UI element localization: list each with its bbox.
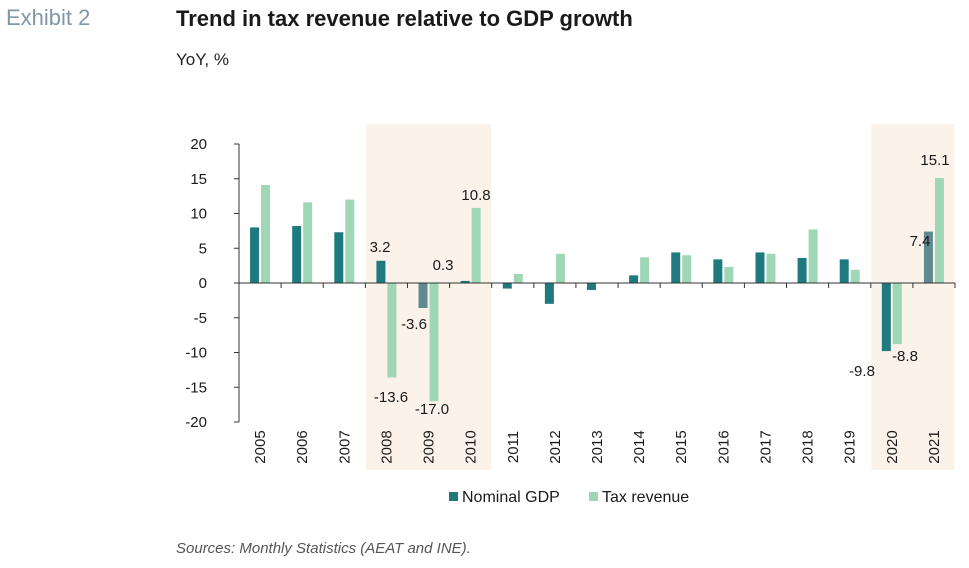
bar-tax-revenue-2017 — [766, 253, 776, 283]
x-tick-label: 2005 — [252, 430, 269, 463]
legend-nominal-gdp-swatch — [449, 492, 458, 501]
bar-nominal-gdp-2005 — [250, 227, 260, 283]
bar-nominal-gdp-2013 — [587, 283, 596, 290]
exhibit-label: Exhibit 2 — [6, 5, 91, 30]
data-label-2009-tax-revenue: -17.0 — [415, 401, 449, 418]
bar-tax-revenue-2011 — [513, 273, 523, 283]
data-label-2020-nominal-gdp: -9.8 — [849, 363, 875, 380]
bar-tax-revenue-2006 — [303, 202, 313, 283]
data-label-2021-nominal-gdp: 7.4 — [910, 233, 931, 250]
y-tick-label: 15 — [190, 171, 207, 188]
x-tick-label: 2017 — [757, 430, 774, 463]
bar-nominal-gdp-2011 — [502, 283, 512, 289]
x-tick-label: 2006 — [294, 430, 311, 463]
bar-nominal-gdp-2006 — [292, 226, 302, 283]
bar-tax-revenue-2021 — [934, 178, 944, 283]
legend: Nominal GDP Tax revenue — [449, 489, 689, 506]
data-label-2008-nominal-gdp: 3.2 — [370, 239, 391, 256]
legend-tax-revenue-label: Tax revenue — [602, 489, 689, 506]
y-tick-label: 5 — [199, 240, 207, 257]
bar-tax-revenue-2010 — [471, 207, 481, 283]
bar-tax-revenue-2005 — [261, 185, 271, 283]
x-tick-label: 2014 — [631, 430, 648, 463]
y-tick-label: -10 — [185, 345, 207, 362]
data-labels: 3.2 -13.6 -3.6 -17.0 0.3 10.8 -9.8 -8.8 7.4 15.1 — [370, 152, 950, 418]
x-tick-label: 2011 — [505, 431, 522, 463]
highlight-band — [365, 124, 492, 470]
chart-subtitle: YoY, % — [176, 50, 229, 69]
bar-tax-revenue-2012 — [555, 253, 565, 283]
source-note: Sources: Monthly Statistics (AEAT and IN… — [176, 540, 471, 557]
x-tick-label: 2016 — [715, 430, 732, 463]
bars — [250, 178, 944, 402]
y-tick-label: 10 — [190, 206, 207, 223]
bar-nominal-gdp-2019 — [839, 259, 849, 283]
data-label-2010-nominal-gdp: 0.3 — [433, 257, 454, 274]
y-tick-label: -15 — [185, 379, 207, 396]
x-tick-label: 2008 — [378, 430, 395, 463]
bar-nominal-gdp-2007 — [334, 232, 344, 283]
x-tick-label: 2015 — [673, 430, 690, 463]
axes — [234, 143, 956, 423]
bar-nominal-gdp-2014 — [629, 275, 639, 283]
data-label-2010-tax-revenue: 10.8 — [461, 187, 490, 204]
bar-nominal-gdp-2020 — [881, 283, 891, 352]
y-tick-label: -5 — [194, 310, 207, 327]
bar-nominal-gdp-2016 — [713, 259, 723, 283]
bar-nominal-gdp-2017 — [755, 252, 765, 283]
bar-nominal-gdp-2012 — [544, 283, 554, 304]
x-tick-label: 2021 — [926, 430, 943, 463]
x-tick-label: 2020 — [884, 430, 901, 463]
legend-tax-revenue-swatch — [589, 492, 598, 501]
x-tick-label: 2012 — [547, 430, 564, 463]
x-tick-label: 2009 — [421, 430, 438, 463]
legend-nominal-gdp-label: Nominal GDP — [462, 489, 560, 506]
x-tick-label: 2013 — [589, 430, 606, 463]
bar-nominal-gdp-2015 — [671, 252, 681, 283]
data-label-2020-tax-revenue: -8.8 — [892, 348, 918, 365]
bar-nominal-gdp-2021 — [923, 231, 933, 283]
bar-tax-revenue-2019 — [850, 269, 860, 283]
bar-nominal-gdp-2008 — [376, 260, 386, 283]
data-label-2009-nominal-gdp: -3.6 — [401, 316, 427, 333]
y-tick-label: 0 — [199, 275, 207, 292]
bar-tax-revenue-2007 — [345, 199, 355, 283]
bar-tax-revenue-2018 — [808, 229, 818, 283]
bar-tax-revenue-2016 — [724, 267, 734, 283]
bar-nominal-gdp-2010 — [460, 280, 470, 283]
x-tick-label: 2019 — [842, 430, 859, 463]
highlight-bands — [365, 124, 955, 470]
bar-tax-revenue-2020 — [892, 283, 902, 345]
x-tick-label: 2007 — [336, 430, 353, 463]
data-label-2021-tax-revenue: 15.1 — [920, 152, 949, 169]
bar-nominal-gdp-2009 — [418, 283, 428, 309]
x-tick-label: 2018 — [800, 430, 817, 463]
bar-tax-revenue-2008 — [387, 283, 397, 378]
chart-title: Trend in tax revenue relative to GDP gro… — [176, 6, 633, 31]
bar-tax-revenue-2014 — [640, 257, 650, 283]
x-tick-label: 2010 — [463, 430, 480, 463]
data-label-2008-tax-revenue: -13.6 — [374, 389, 408, 406]
bar-nominal-gdp-2018 — [797, 257, 807, 283]
y-tick-label: 20 — [190, 136, 207, 153]
bar-tax-revenue-2009 — [429, 283, 439, 402]
bar-tax-revenue-2015 — [682, 255, 692, 283]
y-tick-label: -20 — [185, 414, 207, 431]
